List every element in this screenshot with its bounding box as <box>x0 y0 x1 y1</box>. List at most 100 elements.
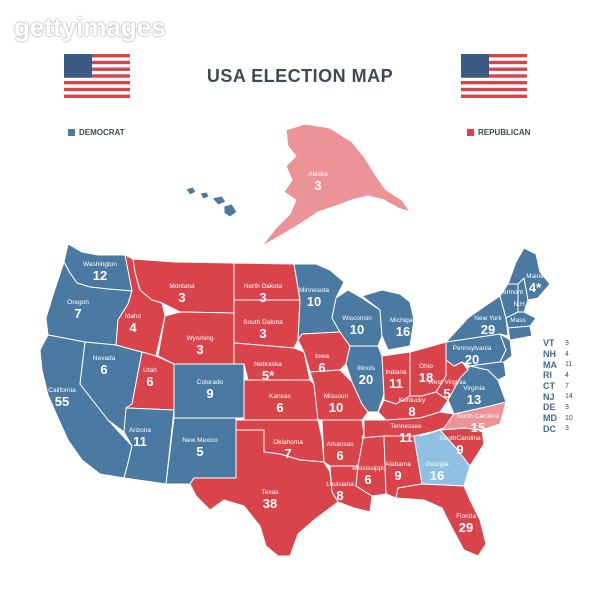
state-michigan[interactable] <box>361 289 415 351</box>
state-north-dakota[interactable] <box>233 262 301 301</box>
state-ev-texas: 38 <box>263 496 277 511</box>
state-name-pennsylvania: Pennsylvania <box>453 345 492 352</box>
state-ev-wisconsin: 10 <box>350 322 364 337</box>
state-montana[interactable] <box>132 258 235 314</box>
state-ev-idaho: 4 <box>129 320 137 335</box>
state-name-vermont: Vermont <box>499 289 523 296</box>
state-name-mississippi: Mississippi <box>352 465 383 472</box>
state-ev-florida: 29 <box>459 520 473 535</box>
state-name-california: California <box>48 387 76 394</box>
state-texas[interactable] <box>189 429 339 557</box>
republican-swatch <box>467 129 474 136</box>
state-ev-oklahoma: 7 <box>284 446 291 461</box>
state-name-north_dakota: North Dakota <box>244 283 283 290</box>
state-wisconsin[interactable] <box>331 289 383 347</box>
state-name-ohio: Ohio <box>419 363 433 370</box>
state-name-texas: Texas <box>262 489 280 496</box>
small-state-ev: 10 <box>565 414 573 422</box>
state-ev-minnesota: 10 <box>307 294 321 309</box>
small-state-ev: 3 <box>565 425 569 433</box>
state-illinois[interactable] <box>345 345 385 413</box>
legend-democrat-label: DEMOCRAT <box>79 128 125 137</box>
state-name-oklahoma: Oklahoma <box>273 439 303 446</box>
state-florida[interactable] <box>395 483 487 557</box>
state-ev-north_dakota: 3 <box>259 290 266 305</box>
small-state-row: NJ 14 <box>543 391 577 402</box>
state-ev-wyoming: 3 <box>196 342 203 357</box>
state-name-iowa: Iowa <box>315 353 329 360</box>
state-maryland-delaware[interactable] <box>469 361 507 381</box>
state-name-minnesota: Minnesota <box>299 287 329 294</box>
us-flag-right-icon <box>461 54 527 98</box>
state-ev-mississippi: 6 <box>364 472 371 487</box>
state-name-new_york: New York <box>474 315 502 322</box>
watermark: gettyimages <box>14 12 166 42</box>
state-name-indiana: Indiana <box>385 369 407 376</box>
state-name-arizona: Arizona <box>129 427 151 434</box>
state-name-west_virginia: West Virginia <box>428 379 466 386</box>
state-south-dakota[interactable] <box>233 299 301 349</box>
state-name-arkansas: Arkansas <box>326 441 354 448</box>
state-name-oregon: Oregon <box>67 299 89 306</box>
state-name-maine: Maine <box>526 273 544 280</box>
state-maine[interactable] <box>507 247 551 301</box>
small-state-abbr: NJ <box>543 391 555 402</box>
small-state-abbr: MD <box>543 413 557 424</box>
state-ev-new_mexico: 5 <box>196 444 203 459</box>
democrat-swatch <box>68 129 75 136</box>
small-state-abbr: NH <box>543 349 556 360</box>
state-ev-oregon: 7 <box>74 306 81 321</box>
map-title: USA ELECTION MAP <box>206 66 394 86</box>
legend-republican-label: REPUBLICAN <box>478 128 531 137</box>
state-ev-pennsylvania: 20 <box>465 352 479 367</box>
state-ev-alabama: 9 <box>394 468 401 483</box>
state-name-new_mexico: New Mexico <box>182 437 218 444</box>
state-arizona[interactable] <box>123 407 175 485</box>
state-name-virginia: Virginia <box>463 385 485 392</box>
state-north-carolina[interactable] <box>419 401 507 437</box>
state-ev-nebraska: 5* <box>262 368 275 383</box>
small-state-abbr: MA <box>543 359 557 370</box>
state-alaska[interactable] <box>261 123 411 247</box>
state-ev-colorado: 9 <box>206 386 213 401</box>
small-state-row: CT 7 <box>543 381 577 392</box>
state-ev-new_york: 29 <box>481 322 495 337</box>
small-state-abbr: CT <box>543 381 555 392</box>
state-ev-iowa: 6 <box>318 360 325 375</box>
state-name-washington: Washington <box>83 261 117 268</box>
state-ev-utah: 6 <box>146 374 153 389</box>
small-state-ev: 4 <box>565 371 569 379</box>
us-flag-left-icon <box>64 54 130 98</box>
small-state-row: DC 3 <box>543 424 577 435</box>
small-state-ev: 3 <box>565 403 569 411</box>
small-state-row: NH 4 <box>543 349 577 360</box>
state-connecticut-ri[interactable] <box>507 325 533 341</box>
state-ev-north_carolina: 15 <box>471 420 485 435</box>
state-ev-tennessee: 11 <box>399 430 413 445</box>
state-ev-south_dakota: 3 <box>259 326 266 341</box>
small-state-abbr: DC <box>543 423 556 434</box>
state-name-illinois: Illinois <box>357 365 376 372</box>
legend-republican: REPUBLICAN <box>467 128 530 137</box>
state-name-south_dakota: South Dakota <box>243 319 283 326</box>
state-name-michigan: Michigan <box>390 317 416 324</box>
small-state-row: MD 10 <box>543 413 577 424</box>
state-name-colorado: Colorado <box>197 379 224 386</box>
state-hawaii[interactable] <box>185 186 238 218</box>
small-state-ev: 11 <box>565 361 573 369</box>
state-ev-virginia: 13 <box>467 392 481 407</box>
state-ev-ohio: 18 <box>419 370 433 385</box>
state-ev-missouri: 10 <box>329 400 343 415</box>
small-state-row: RI 4 <box>543 370 577 381</box>
state-name-north_carolina: North Carolina <box>457 413 499 420</box>
state-ev-washington: 12 <box>93 268 107 283</box>
small-state-ev: 4 <box>565 350 569 358</box>
small-state-row: DE 3 <box>543 402 577 413</box>
small-state-abbr: DE <box>543 402 556 413</box>
state-ev-michigan: 16 <box>396 324 410 339</box>
state-name-alaska: Alaska <box>308 171 328 178</box>
state-ev-west_virginia: 5 <box>443 386 450 401</box>
state-name-idaho: Idaho <box>125 313 142 320</box>
small-state-ev: 14 <box>565 393 573 401</box>
